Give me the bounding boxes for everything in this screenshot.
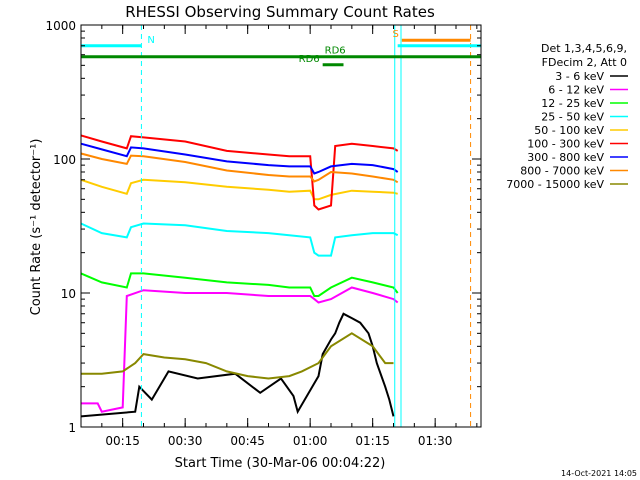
plot-area: N RD6 RD6 S <box>80 25 482 427</box>
series-line-0 <box>80 312 395 418</box>
legend-label-6: 300 - 800 keV <box>527 151 604 164</box>
x-tick-label-0: 00:15 <box>105 434 140 448</box>
legend-label-4: 50 - 100 keV <box>534 124 604 137</box>
series-line-7 <box>80 152 399 184</box>
y-axis-label: Count Rate (s⁻¹ detector⁻¹) <box>29 139 44 316</box>
axes: 1 10 100 1000 00:15 00:30 00:45 01:00 01:15 01:30 <box>45 19 482 448</box>
series-line-5 <box>80 134 399 211</box>
timestamp: 14-Oct-2021 14:05 <box>561 469 637 478</box>
legend-header-0: Det 1,3,4,5,6,9, <box>541 42 627 55</box>
x-tick-label-5: 01:30 <box>418 434 453 448</box>
x-tick-label-4: 01:15 <box>355 434 390 448</box>
y-tick-label-0: 1 <box>68 421 76 435</box>
series-line-8 <box>81 332 394 380</box>
chart-title: RHESSI Observing Summary Count Rates <box>125 3 435 21</box>
series-line-3 <box>80 222 399 257</box>
flag-label-3: S <box>392 29 398 40</box>
legend-label-3: 25 - 50 keV <box>541 111 604 124</box>
series-line-6 <box>80 142 399 175</box>
legend-label-7: 800 - 7000 keV <box>520 165 604 178</box>
y-tick-label-2: 100 <box>53 153 76 167</box>
x-axis-label: Start Time (30-Mar-06 00:04:22) <box>175 456 386 471</box>
legend-label-2: 12 - 25 keV <box>541 97 604 110</box>
y-tick-label-1: 10 <box>61 287 76 301</box>
series-line-4 <box>80 178 398 201</box>
series-line-2 <box>80 272 399 297</box>
legend-label-0: 3 - 6 keV <box>555 70 604 83</box>
flag-label-2: RD6 <box>299 54 320 65</box>
plot-frame <box>80 24 482 428</box>
legend-label-1: 6 - 12 keV <box>548 84 604 97</box>
legend-label-8: 7000 - 15000 keV <box>506 178 604 191</box>
legend-header-1: FDecim 2, Att 0 <box>542 56 627 69</box>
x-tick-label-1: 00:30 <box>168 434 203 448</box>
x-tick-label-3: 01:00 <box>293 434 328 448</box>
flag-label-0: N <box>147 35 154 46</box>
legend: Det 1,3,4,5,6,9,FDecim 2, Att 03 - 6 keV… <box>506 42 628 191</box>
x-tick-label-2: 00:45 <box>230 434 265 448</box>
flag-label-1: RD6 <box>325 46 346 57</box>
y-tick-label-3: 1000 <box>45 19 76 33</box>
legend-label-5: 100 - 300 keV <box>527 138 604 151</box>
series-line-1 <box>81 286 399 413</box>
